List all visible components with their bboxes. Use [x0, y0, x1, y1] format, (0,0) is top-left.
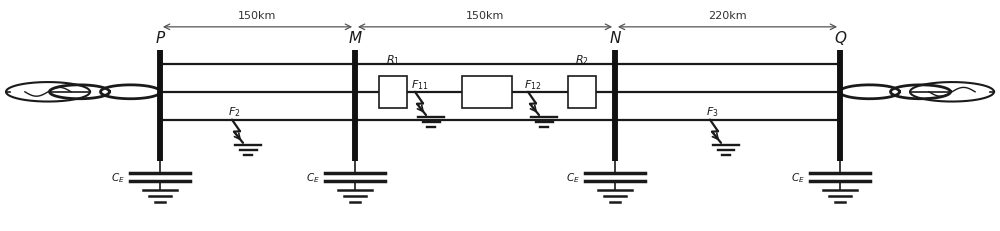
Text: N: N — [609, 31, 621, 46]
Text: P: P — [155, 31, 165, 46]
Text: $F_2$: $F_2$ — [228, 105, 241, 119]
Bar — [379, 76, 407, 109]
Text: $F_{12}$: $F_{12}$ — [524, 78, 541, 91]
Text: $R_2$: $R_2$ — [575, 53, 589, 67]
Text: $R_1$: $R_1$ — [386, 53, 400, 67]
Text: 150km: 150km — [238, 11, 277, 21]
Text: $C_E$: $C_E$ — [306, 170, 320, 184]
Text: $F_3$: $F_3$ — [706, 105, 719, 119]
Text: 150km: 150km — [466, 11, 504, 21]
Text: Q: Q — [834, 31, 846, 46]
Text: $C_E$: $C_E$ — [791, 170, 805, 184]
Bar — [568, 76, 596, 109]
Text: $F_{11}$: $F_{11}$ — [411, 78, 429, 91]
Bar — [462, 76, 512, 109]
Text: $C_E$: $C_E$ — [566, 170, 580, 184]
Text: TCSC: TCSC — [475, 88, 499, 97]
Text: M: M — [348, 31, 362, 46]
Text: $C_E$: $C_E$ — [111, 170, 125, 184]
Text: 220km: 220km — [708, 11, 747, 21]
